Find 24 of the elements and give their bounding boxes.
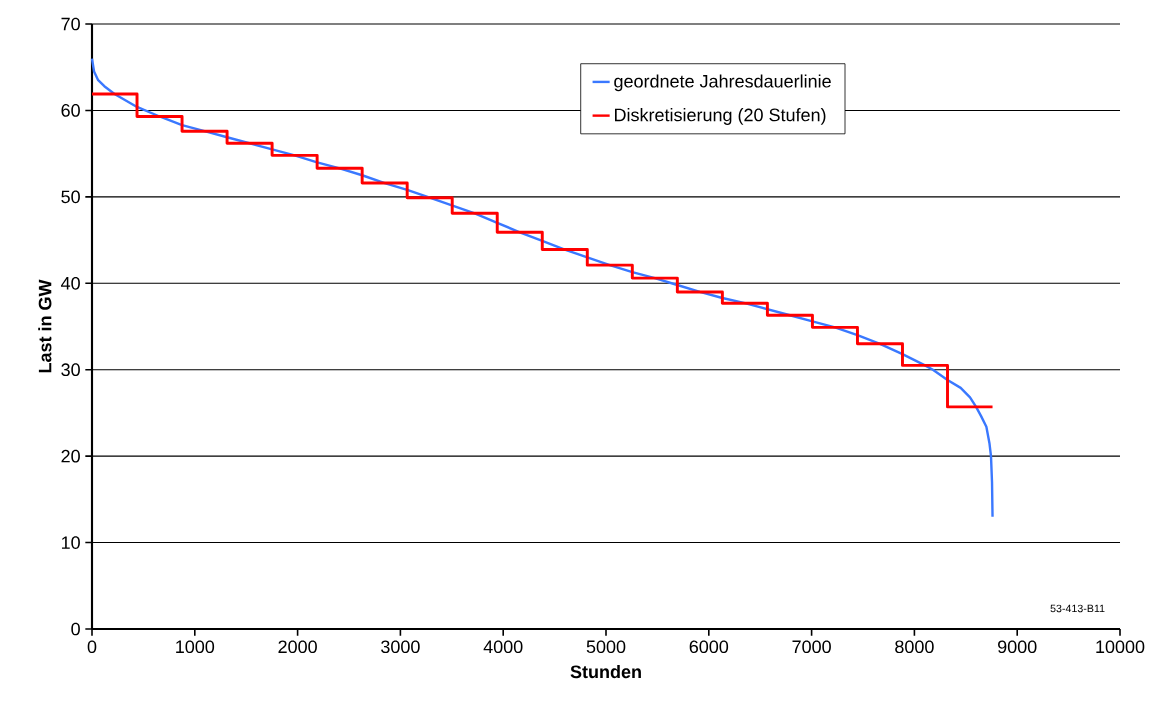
- x-tick-label: 5000: [586, 640, 626, 654]
- x-tick-label: 4000: [483, 640, 523, 654]
- y-tick-label: 20: [61, 449, 80, 463]
- y-tick-label: 70: [61, 17, 80, 31]
- x-tick-label: 1000: [176, 640, 215, 654]
- x-tick-label: 10000: [1096, 640, 1145, 654]
- x-tick-label: 2000: [278, 640, 317, 654]
- x-tick-label: 6000: [689, 640, 729, 654]
- legend-label: geordnete Jahresdauerlinie: [614, 74, 831, 92]
- y-tick-label: 40: [61, 276, 80, 290]
- y-tick-label: 30: [61, 363, 80, 377]
- x-tick-label: 7000: [792, 640, 831, 654]
- x-tick-label: 0: [87, 640, 97, 654]
- legend-label: Diskretisierung (20 Stufen): [615, 108, 826, 125]
- x-tick-label: 3000: [381, 640, 420, 654]
- x-tick-label: 9000: [998, 640, 1037, 654]
- y-tick-label: 10: [61, 536, 80, 549]
- x-axis-title: Stunden: [570, 664, 641, 679]
- y-tick-label: 60: [61, 104, 80, 117]
- y-axis-title: Last in GW: [38, 279, 52, 373]
- y-tick-label: 50: [61, 190, 80, 204]
- annotation: 53-413-B11: [1050, 604, 1105, 613]
- y-tick-label: 0: [71, 622, 80, 636]
- x-tick-label: 8000: [895, 640, 934, 654]
